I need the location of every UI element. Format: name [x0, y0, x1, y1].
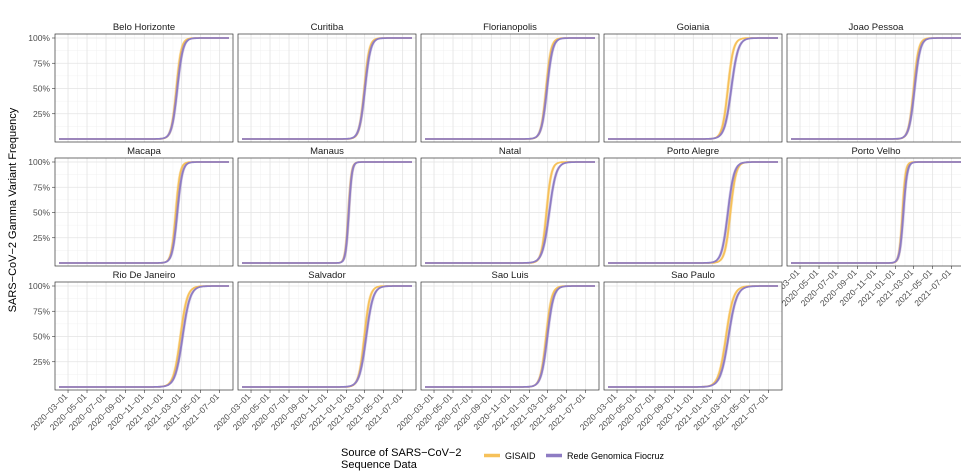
panel-border: [54, 281, 234, 391]
legend-title-line-2: Sequence Data: [341, 459, 418, 471]
facet-label: Porto Velho: [851, 146, 900, 157]
panel-border: [603, 281, 783, 391]
panel-border: [237, 33, 417, 143]
panel-rio-de-janeiro: Rio De Janeiro25%50%75%100%2020−03−01202…: [28, 270, 234, 432]
panel-joao-pessoa: Joao Pessoa: [786, 22, 961, 143]
panel-border: [420, 281, 600, 391]
panel-florianopolis: Florianopolis: [420, 22, 600, 143]
series-line-florianopolis-1: [425, 37, 595, 140]
panel-porto-velho: Porto Velho2020−03−012020−05−012020−07−0…: [761, 146, 961, 308]
panel-background: [787, 158, 961, 266]
legend-label-fiocruz: Rede Genomica Fiocruz: [567, 451, 665, 461]
y-tick-label: 75%: [33, 306, 50, 316]
series-line-macapa-1: [59, 161, 229, 264]
panel-belo-horizonte: Belo Horizonte 25% 50% 75% 100%: [28, 22, 234, 143]
facet-label: Sao Luis: [492, 270, 529, 281]
y-tick-label: 75%: [33, 58, 50, 68]
series-line-porto-alegre-1: [608, 161, 778, 264]
series-line-rio-de-janeiro-1: [59, 285, 229, 388]
facet-label: Florianopolis: [483, 22, 537, 33]
ribbon-curitiba-1: [242, 38, 412, 139]
y-tick-label: 25%: [33, 357, 50, 367]
panel-manaus: Manaus: [237, 146, 417, 267]
y-tick-label: 50%: [33, 332, 50, 342]
panel-curitiba: Curitiba: [237, 22, 417, 143]
y-tick-label: 25%: [33, 109, 50, 119]
y-tick-label: 100%: [28, 33, 50, 43]
series-line-porto-velho-1: [791, 161, 961, 264]
panel-border: [54, 157, 234, 267]
panel-porto-alegre: Porto Alegre: [603, 146, 783, 267]
facet-label: Porto Alegre: [667, 146, 719, 157]
facet-label: Rio De Janeiro: [113, 270, 176, 281]
panel-border: [603, 157, 783, 267]
panel-salvador: Salvador2020−03−012020−05−012020−07−0120…: [212, 270, 417, 432]
y-tick-label: 75%: [33, 182, 50, 192]
facet-label: Natal: [499, 146, 521, 157]
panel-border: [786, 33, 961, 143]
panels: Belo Horizonte 25% 50% 75% 100% Curitiba Flori…: [28, 22, 961, 432]
legend: Source of SARS−CoV−2 Sequence Data GISAI…: [341, 447, 665, 471]
panel-border: [420, 33, 600, 143]
panel-sao-paulo: Sao Paulo2020−03−012020−05−012020−07−012…: [578, 270, 783, 432]
facet-label: Macapa: [127, 146, 162, 157]
series-line-joao-pessoa-1: [791, 37, 961, 140]
y-tick-label: 100%: [28, 157, 50, 167]
y-tick-label: 25%: [33, 233, 50, 243]
panel-border: [237, 157, 417, 267]
panel-goiania: Goiania: [603, 22, 783, 143]
panel-border: [237, 281, 417, 391]
panel-border: [420, 157, 600, 267]
facet-label: Sao Paulo: [671, 270, 715, 281]
facet-label: Salvador: [308, 270, 346, 281]
y-axis-title: SARS−CoV−2 Gamma Variant Frequency: [7, 107, 19, 312]
legend-title-line-1: Source of SARS−CoV−2: [341, 447, 461, 459]
panel-macapa: Macapa 25% 50% 75% 100%: [28, 146, 234, 267]
facet-label: Belo Horizonte: [113, 22, 175, 33]
panel-border: [786, 157, 961, 267]
legend-label-gisaid: GISAID: [505, 451, 536, 461]
series-line-manaus-1: [242, 161, 412, 264]
series-line-natal-1: [425, 161, 595, 264]
series-line-sao-luis-1: [425, 285, 595, 388]
series-line-curitiba-1: [242, 37, 412, 140]
y-tick-label: 50%: [33, 208, 50, 218]
facet-label: Curitiba: [311, 22, 344, 33]
panel-sao-luis: Sao Luis2020−03−012020−05−012020−07−0120…: [395, 270, 600, 432]
y-tick-label: 50%: [33, 84, 50, 94]
facet-label: Goiania: [677, 22, 710, 33]
series-line-sao-paulo-1: [608, 285, 778, 388]
facet-label: Joao Pessoa: [849, 22, 905, 33]
panel-border: [54, 33, 234, 143]
series-line-belo-horizonte-1: [59, 37, 229, 140]
panel-border: [603, 33, 783, 143]
panel-background: [787, 34, 961, 142]
series-line-salvador-1: [242, 285, 412, 388]
y-tick-label: 100%: [28, 281, 50, 291]
series-line-goiania-1: [608, 37, 778, 140]
facet-label: Manaus: [310, 146, 344, 157]
panel-natal: Natal: [420, 146, 600, 267]
